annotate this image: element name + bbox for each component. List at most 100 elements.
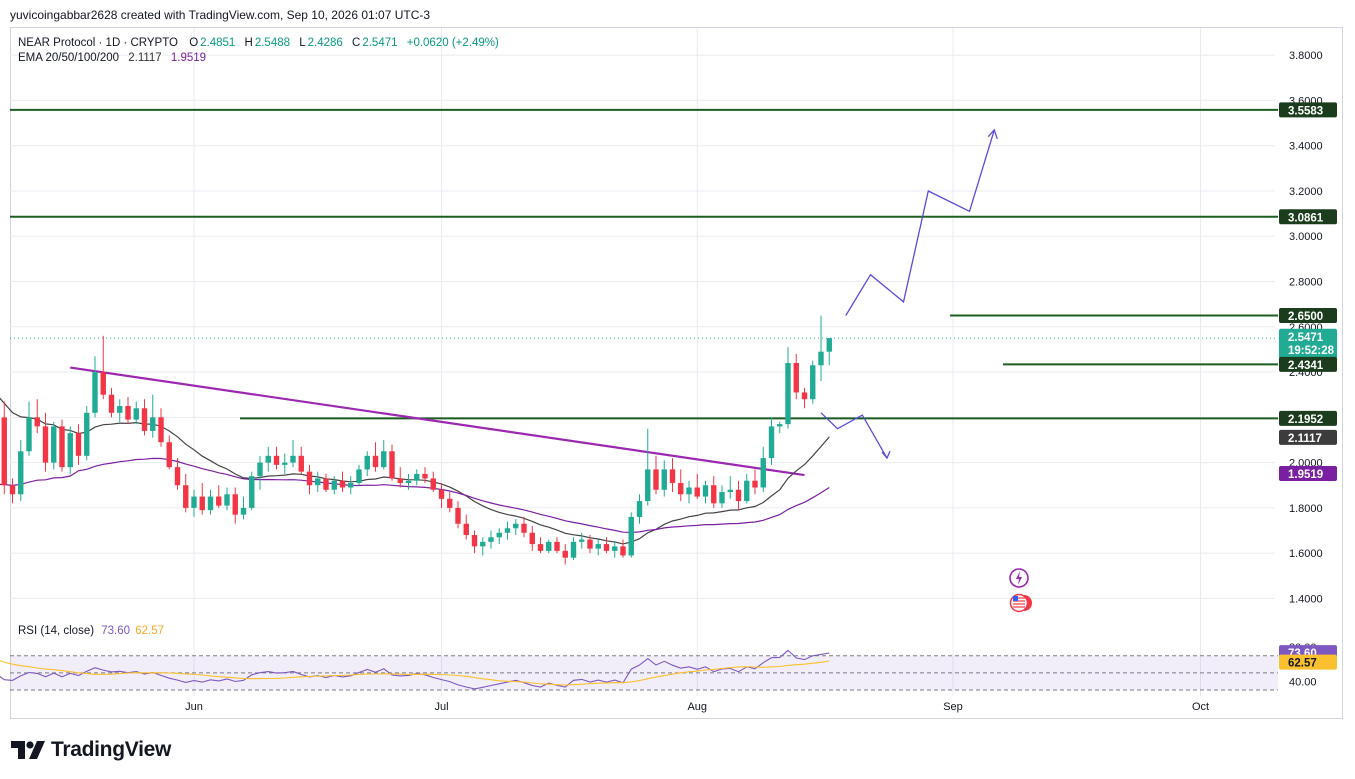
candle-body (744, 480, 750, 502)
ema-fast-line (0, 397, 830, 545)
y-tick-label: 3.4000 (1289, 141, 1323, 153)
candle-body (216, 496, 222, 506)
candle-body (562, 550, 568, 558)
candle-body (158, 417, 164, 443)
candle-body (356, 469, 362, 483)
candle-body (414, 473, 420, 481)
candle-body (92, 372, 98, 413)
candle-body (249, 476, 255, 508)
candle-body (661, 469, 667, 490)
candle-body (480, 541, 486, 547)
candle-body (240, 507, 247, 515)
candles (1, 315, 832, 565)
x-tick-label: Jul (434, 701, 448, 713)
last-price-label-bg (1279, 328, 1337, 359)
candle-body (323, 478, 329, 490)
candle-body (529, 532, 535, 545)
ema-slow-line (0, 457, 830, 534)
level-label: 2.6500 (1288, 311, 1323, 323)
candle-body (537, 544, 544, 551)
candle-body (678, 482, 684, 495)
candle-body (760, 458, 766, 488)
last-price-label: 19:52:28 (1288, 345, 1335, 357)
candle-body (694, 487, 700, 497)
candle-body (59, 426, 65, 468)
candle-body (826, 338, 832, 352)
level-label-bg (1279, 410, 1337, 426)
candle-body (364, 455, 370, 470)
ema-value-1: 2.1117 (128, 52, 162, 64)
candle-body (801, 392, 808, 400)
candle-body (18, 451, 24, 495)
candle-body (793, 363, 799, 393)
x-tick-label: Oct (1192, 701, 1209, 713)
tradingview-logo-icon (11, 741, 45, 759)
candle-body (331, 480, 337, 490)
chart-header: yuvicoingabbar2628 created with TradingV… (10, 8, 431, 22)
candle-body (9, 485, 16, 495)
event-icons (1009, 568, 1032, 613)
rsi-legend: RSI (14, close) 73.60 62.57 (18, 625, 164, 637)
level-label-bg (1279, 209, 1337, 225)
candle-body (438, 489, 445, 499)
candle-body (282, 462, 288, 465)
rsi-ma-line (0, 660, 830, 686)
candle-body (183, 485, 189, 508)
candle-body (26, 417, 32, 452)
candle-body (75, 433, 82, 456)
candle-body (777, 424, 783, 427)
y-tick-label: 1.4000 (1289, 593, 1323, 605)
candle-body (389, 451, 395, 479)
ema-fast-label-bg (1279, 429, 1337, 445)
candle-body (1, 417, 7, 486)
tradingview-logo[interactable]: TradingView (11, 738, 171, 762)
x-axis: Jun Jul Aug Sep Oct (185, 701, 1209, 713)
rsi-pane (0, 649, 1278, 691)
x-tick-label: Sep (943, 701, 963, 713)
y-tick-label: 3.8000 (1289, 50, 1323, 62)
candle-body (372, 455, 379, 468)
rsi-line (0, 649, 830, 690)
candle-body (471, 535, 478, 547)
candle-body (397, 478, 403, 483)
level-label-bg (1279, 307, 1337, 323)
candle-body (273, 455, 280, 465)
candle-body (34, 417, 40, 427)
candle-body (653, 469, 659, 490)
candle-body (768, 426, 775, 459)
rsi-value: 73.60 (101, 625, 131, 637)
last-price-label: 2.5471 (1288, 332, 1324, 344)
close-value: 2.5471 (362, 37, 398, 49)
x-tick-label: Aug (687, 701, 707, 713)
y-tick-label: 1.6000 (1289, 548, 1323, 560)
candle-body (620, 546, 626, 556)
candle-body (818, 351, 824, 366)
y-tick-label: 2.8000 (1289, 277, 1323, 289)
candle-body (702, 485, 709, 497)
candle-body (628, 516, 634, 556)
rsi-ma-label: 62.57 (1288, 658, 1317, 670)
bullish-projection-path (845, 129, 995, 316)
symbol-legend: NEAR Protocol · 1D · CRYPTO O 2.4851 H 2.5… (18, 36, 501, 66)
candle-body (603, 544, 610, 551)
high-value: 2.5488 (254, 37, 291, 49)
candle-body (191, 496, 197, 508)
candle-body (785, 363, 791, 425)
candle-body (513, 523, 519, 529)
candle-body (735, 489, 742, 502)
candle-body (719, 492, 725, 504)
candle-body (570, 541, 577, 558)
lightning-glyph (1016, 571, 1022, 585)
y-tick-label: 1.8000 (1289, 503, 1323, 515)
candle-body (405, 480, 412, 483)
candle-body (257, 462, 263, 477)
rsi-ma-value: 62.57 (135, 625, 165, 637)
candle-body (752, 480, 758, 488)
candle-body (669, 469, 676, 483)
candle-body (587, 539, 593, 549)
candle-body (108, 394, 115, 413)
candle-body (447, 498, 453, 508)
candle-body (199, 496, 205, 511)
rsi-ma-label-bg (1279, 654, 1337, 670)
